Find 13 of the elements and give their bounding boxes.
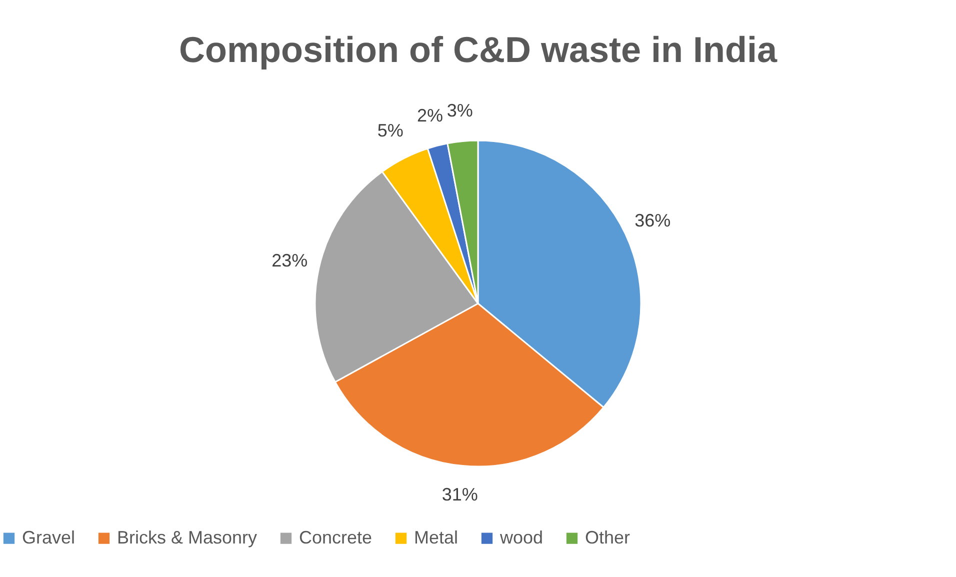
data-label: 31% [442, 484, 478, 505]
legend-label: Bricks & Masonry [117, 527, 258, 548]
data-label: 2% [416, 106, 444, 126]
data-label: 3% [446, 100, 473, 120]
data-label: 36% [634, 210, 671, 230]
legend-label: Metal [414, 527, 458, 548]
data-label: 5% [377, 120, 404, 141]
legend-label: Concrete [299, 527, 372, 548]
chart-title: Composition of C&D waste in India [178, 29, 778, 70]
legend-label: wood [499, 527, 544, 548]
data-label: 23% [272, 250, 308, 270]
legend-label: Other [585, 527, 630, 548]
legend-label: Gravel [22, 527, 76, 548]
